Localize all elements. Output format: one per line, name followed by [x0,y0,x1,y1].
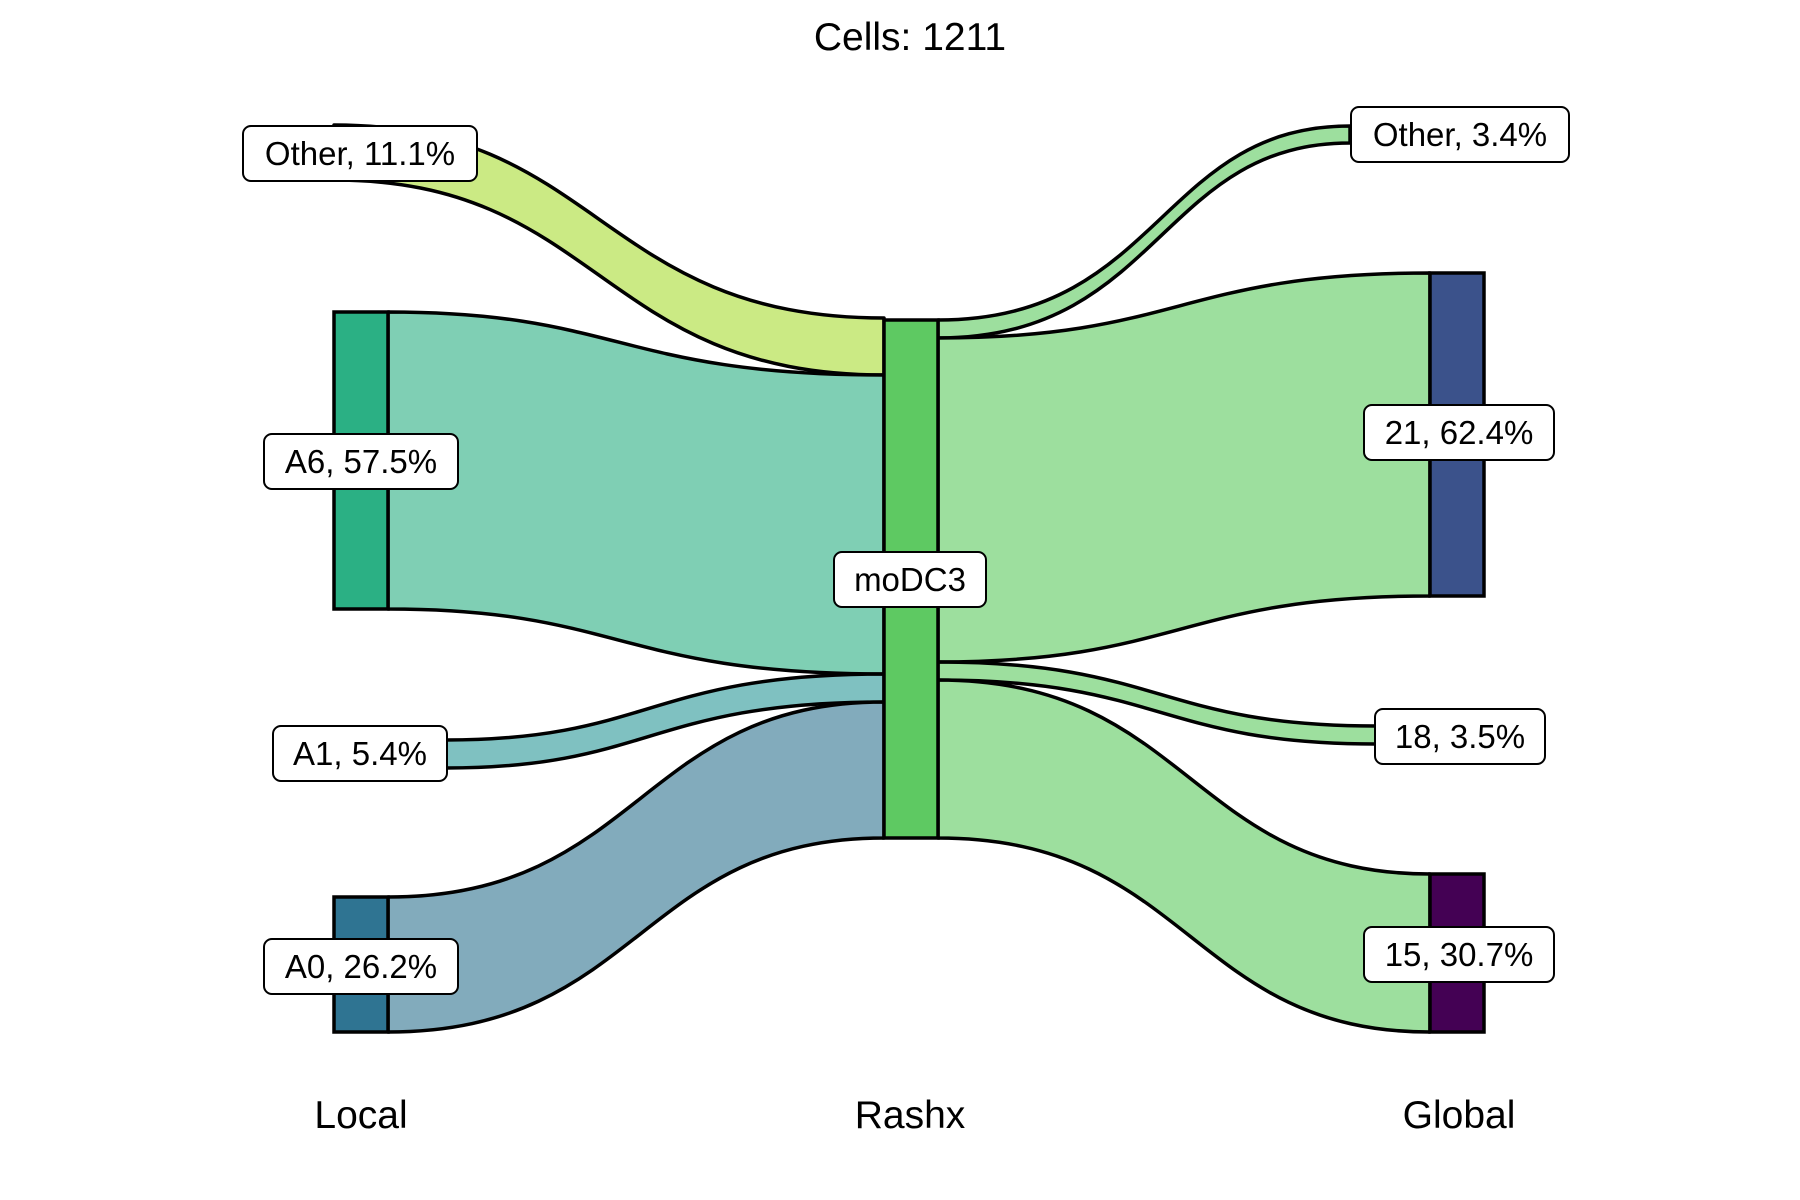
node-label-a6-text: A6, 57.5% [285,443,437,480]
node-label-a0: A0, 26.2% [263,938,459,995]
node-label-15: 15, 30.7% [1363,926,1555,983]
node-label-a0-text: A0, 26.2% [285,948,437,985]
node-label-a6: A6, 57.5% [263,433,459,490]
node-label-a1: A1, 5.4% [272,725,448,782]
axis-label-global: Global [1403,1094,1516,1137]
axis-label-local: Local [314,1094,407,1137]
node-label-modc3-text: moDC3 [854,561,966,598]
axis-label-rashx: Rashx [855,1094,966,1137]
node-label-21: 21, 62.4% [1363,404,1555,461]
node-label-global-other-text: Other, 3.4% [1373,116,1547,153]
node-label-18: 18, 3.5% [1374,708,1546,765]
node-label-local-other: Other, 11.1% [242,125,478,182]
node-label-21-text: 21, 62.4% [1385,414,1534,451]
node-label-15-text: 15, 30.7% [1385,936,1534,973]
chart-title: Cells: 1211 [814,16,1006,59]
node-label-18-text: 18, 3.5% [1395,718,1525,755]
node-label-global-other: Other, 3.4% [1350,106,1570,163]
node-label-local-other-text: Other, 11.1% [265,135,455,172]
flow-modc3-to-21 [936,271,1432,664]
node-label-a1-text: A1, 5.4% [293,735,427,772]
node-label-modc3: moDC3 [833,551,987,608]
